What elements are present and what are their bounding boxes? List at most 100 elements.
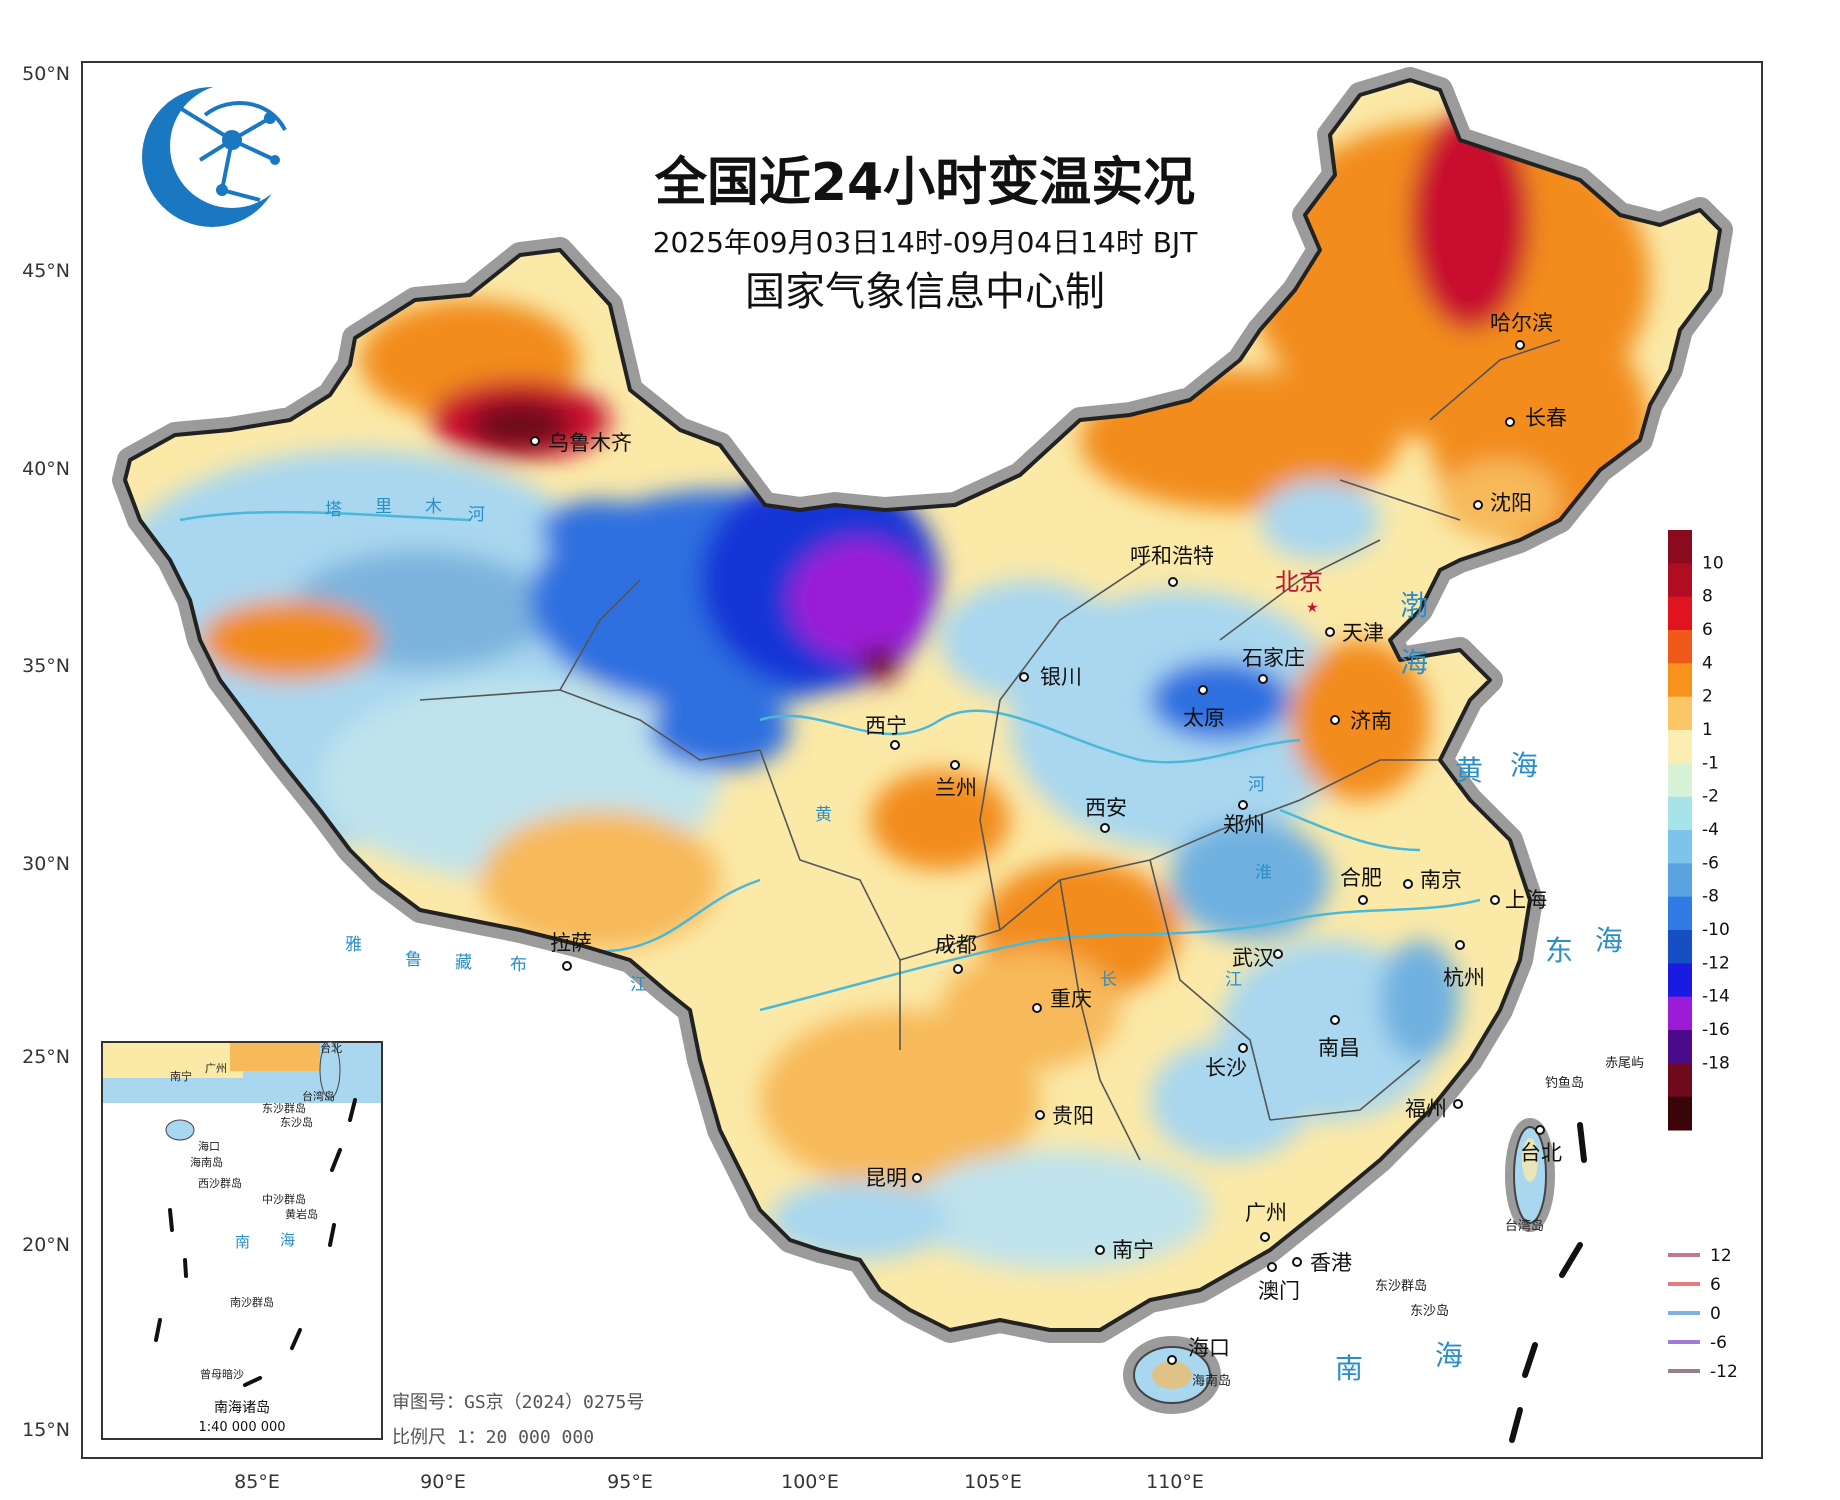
inset-label: 台北	[320, 1041, 342, 1055]
lon-label: 100°E	[781, 1471, 839, 1493]
legend-swatch	[1668, 530, 1692, 564]
sea-label: 海	[1510, 749, 1538, 782]
legend-level: -18	[1702, 1053, 1730, 1073]
legend-swatch	[1668, 630, 1692, 664]
city-zhengzhou: 郑州	[1223, 800, 1265, 837]
inset-title: 南海诸岛	[214, 1400, 270, 1416]
south-china-sea-inset: 南宁 广州 台北 台湾岛 东沙群岛 东沙岛 海口 海南岛 西沙群岛 中沙群岛 黄…	[101, 1041, 383, 1440]
lat-label: 40°N	[22, 458, 70, 480]
svg-text:呼和浩特: 呼和浩特	[1130, 544, 1214, 568]
inset-label: 南宁	[170, 1069, 192, 1083]
inset-label: 中沙群岛	[262, 1192, 306, 1206]
city-macau: 澳门	[1258, 1262, 1300, 1303]
legend-swatch	[1668, 763, 1692, 798]
inset-scale: 1:40 000 000	[198, 1420, 285, 1435]
legend-swatch	[1668, 696, 1692, 731]
river-label: 塔	[325, 500, 342, 520]
city-nanning: 南宁	[1095, 1238, 1154, 1262]
river-label: 黄	[815, 805, 832, 825]
svg-text:石家庄: 石家庄	[1242, 646, 1305, 670]
river-label: 木	[425, 497, 442, 517]
lon-label: 90°E	[420, 1471, 466, 1493]
city-lanzhou: 兰州	[935, 760, 977, 800]
svg-text:海口: 海口	[1188, 1336, 1230, 1360]
rivers	[179, 510, 1481, 1012]
svg-text:杭州: 杭州	[1443, 966, 1485, 990]
svg-text:长春: 长春	[1525, 406, 1567, 430]
dash-lines	[1509, 1122, 1587, 1443]
inset-label: 海	[280, 1231, 295, 1249]
city-hongkong: 香港	[1292, 1251, 1352, 1275]
city-taipei: 台北	[1520, 1125, 1562, 1165]
legend-swatch	[1668, 930, 1692, 964]
svg-text:台北: 台北	[1520, 1141, 1562, 1165]
legend-level: -2	[1702, 787, 1719, 807]
inset-label: 东沙岛	[280, 1115, 313, 1129]
city-fuzhou: 福州	[1405, 1097, 1463, 1121]
legend-line-label: 6	[1710, 1275, 1721, 1295]
lon-label: 95°E	[607, 1471, 653, 1493]
svg-text:昆明: 昆明	[865, 1166, 907, 1190]
legend-swatch	[1668, 663, 1692, 698]
svg-text:西安: 西安	[1085, 796, 1127, 820]
sea-label: 东	[1545, 934, 1573, 967]
legend-level: 6	[1702, 620, 1713, 640]
inset-label: 黄岩岛	[285, 1207, 318, 1221]
svg-text:兰州: 兰州	[935, 776, 977, 800]
lon-label: 110°E	[1146, 1471, 1204, 1493]
city-hangzhou: 杭州	[1443, 940, 1485, 990]
island-label: 赤尾屿	[1605, 1056, 1644, 1071]
svg-text:广州: 广州	[1245, 1201, 1287, 1225]
inset-label: 南	[235, 1233, 250, 1251]
city-chongqing: 重庆	[1032, 987, 1092, 1013]
inset-label: 台湾岛	[302, 1089, 335, 1103]
map-subtitle: 2025年09月03日14时-09月04日14时 BJT	[653, 226, 1199, 259]
city-wuhan: 武汉	[1232, 946, 1283, 970]
svg-text:★: ★	[1306, 600, 1319, 616]
sea-labels: 渤 海 黄 海 东 海 南 海	[1335, 589, 1623, 1385]
city-xining: 西宁	[865, 714, 907, 750]
legend-level: 4	[1702, 653, 1713, 673]
province-borders	[419, 339, 1561, 1161]
legend-swatch	[1668, 730, 1692, 764]
map-title: 全国近24小时变温实况	[654, 153, 1195, 213]
river-label: 长	[1100, 970, 1117, 990]
svg-text:长沙: 长沙	[1205, 1056, 1247, 1080]
legend-swatch	[1668, 596, 1692, 631]
svg-text:重庆: 重庆	[1050, 987, 1092, 1011]
lat-label: 30°N	[22, 853, 70, 875]
city-shanghai: 上海	[1490, 888, 1547, 912]
city-nanjing: 南京	[1403, 868, 1462, 892]
svg-text:银川: 银川	[1040, 665, 1082, 689]
city-harbin: 哈尔滨	[1490, 311, 1553, 350]
river-label: 布	[510, 955, 527, 975]
river-label: 河	[1248, 775, 1265, 795]
city-xian: 西安	[1085, 796, 1127, 833]
svg-text:上海: 上海	[1505, 888, 1547, 912]
city-markers: 乌鲁木齐 呼和浩特 ★ 北京 天津 石家庄 太原 济南 银川 西宁 兰州 西安 郑…	[530, 311, 1567, 1365]
river-label: 江	[630, 975, 647, 995]
svg-text:武汉: 武汉	[1232, 946, 1274, 970]
svg-text:沈阳: 沈阳	[1490, 491, 1532, 515]
inset-label: 海口	[198, 1139, 220, 1153]
legend-swatch	[1668, 1063, 1692, 1098]
svg-text:拉萨: 拉萨	[550, 931, 592, 955]
city-tianjin: 天津	[1325, 621, 1384, 645]
svg-text:天津: 天津	[1342, 621, 1384, 645]
legend-swatch	[1668, 563, 1692, 598]
lat-label: 45°N	[22, 260, 70, 282]
inset-label: 海南岛	[190, 1155, 223, 1169]
svg-text:澳门: 澳门	[1258, 1279, 1300, 1303]
city-beijing: ★ 北京	[1275, 568, 1323, 616]
lat-axis: 50°N 45°N 40°N 35°N 30°N 25°N 20°N 15°N	[22, 63, 70, 1441]
legend-colorbar: 10 8 6 4 2 1 -1 -2 -4 -6 -8 -10 -12 -14 -16 -18	[1668, 530, 1730, 1131]
review-number: 审图号：GS京（2024）0275号	[392, 1392, 644, 1413]
city-shijiazhuang: 石家庄	[1242, 646, 1305, 684]
island-label: 海南岛	[1192, 1373, 1231, 1389]
island-label: 台湾岛	[1505, 1218, 1544, 1234]
river-label: 藏	[455, 953, 472, 973]
sea-label: 海	[1400, 646, 1428, 679]
river-label: 河	[468, 505, 485, 525]
legend-swatch	[1668, 896, 1692, 931]
